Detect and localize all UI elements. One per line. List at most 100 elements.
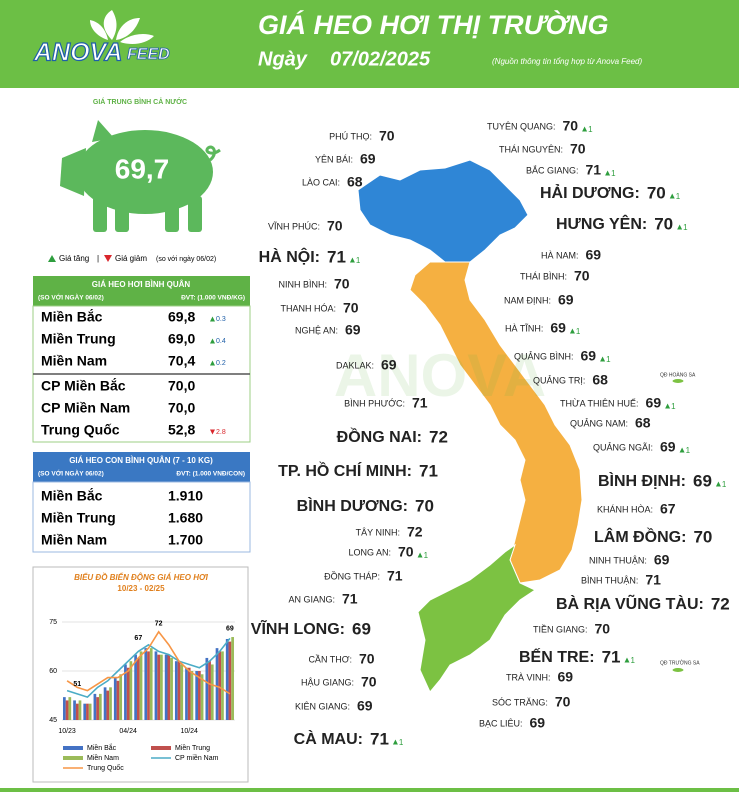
map: [357, 159, 685, 693]
chart-title: BIỂU ĐỒ BIẾN ĐỘNG GIÁ HEO HƠI: [74, 572, 209, 582]
bar: [78, 700, 82, 720]
line: [66, 630, 231, 695]
bar: [93, 693, 97, 720]
province-price: 70: [343, 300, 359, 316]
title: GIÁ HEO HƠI THỊ TRƯỜNG: [258, 9, 609, 40]
row-price: 69,8: [168, 309, 195, 325]
x-tick-label: 10/23: [58, 728, 76, 735]
bar: [195, 671, 199, 720]
province-name: THANH HÓA:: [280, 303, 336, 313]
province-price: 70: [361, 674, 377, 690]
legend-label: Miền Trung: [175, 743, 210, 752]
row-name: CP Miền Nam: [41, 400, 130, 416]
pig-icon: [60, 120, 221, 232]
province-price: 69: [345, 322, 361, 338]
province-price: 70: [563, 118, 579, 134]
province-name: VĨNH LONG:: [251, 618, 345, 638]
province-price: 70: [398, 544, 414, 560]
bar: [228, 641, 232, 720]
province-name: NAM ĐỊNH:: [504, 295, 551, 305]
bar: [106, 690, 110, 720]
logo-brand: ANOVA: [33, 39, 122, 67]
bar: [113, 677, 117, 720]
trend-up-icon: [605, 170, 611, 176]
province-price: 71: [412, 395, 428, 411]
province-name: QUẢNG NAM:: [570, 417, 628, 428]
province-price: 72: [407, 524, 423, 540]
island-label: QĐ HOÀNG SA: [660, 371, 696, 378]
bar: [164, 654, 168, 720]
province-name: KHÁNH HÒA:: [597, 504, 653, 514]
legend-swatch: [63, 756, 83, 760]
row-price: 70,0: [168, 378, 195, 394]
province-name: VĨNH PHÚC:: [268, 221, 320, 231]
source: (Nguồn thông tin tổng hợp từ Anova Feed): [492, 57, 642, 66]
province-name: THÁI BÌNH:: [520, 271, 567, 281]
bar: [157, 654, 161, 720]
bar: [160, 654, 163, 720]
piglet-table-subtitle: (SO VỚI NGÀY 06/02): [38, 469, 104, 478]
province-price: 68: [592, 372, 608, 388]
row-name: Miền Trung: [41, 331, 116, 347]
province-price: 70: [359, 651, 375, 667]
row-change: 0.4: [216, 338, 226, 345]
province-price: 69: [381, 357, 397, 373]
live-table-unit: ĐVT: (1.000 VNĐ/KG): [181, 295, 245, 302]
bar: [180, 664, 184, 720]
province-name: YÊN BÁI:: [315, 154, 353, 164]
bar: [187, 667, 191, 720]
province-price: 71: [327, 247, 346, 266]
trend-up-icon: [677, 224, 683, 230]
y-tick-label: 60: [49, 668, 57, 675]
trend-up-icon: [715, 481, 721, 487]
legend-label: CP miền Nam: [175, 753, 219, 762]
bar: [215, 648, 219, 720]
bar: [98, 693, 102, 720]
row-name: Miền Nam: [41, 532, 107, 548]
province-name: BẾN TRE:: [519, 647, 595, 666]
province-price: 71: [602, 647, 621, 666]
chart-subtitle: 10/23 - 02/25: [117, 584, 165, 593]
bar: [129, 661, 133, 720]
row-name: Miền Nam: [41, 353, 107, 369]
legend-label: Miền Nam: [87, 753, 119, 762]
province-name: QUẢNG NGÃI:: [593, 441, 653, 452]
province-price: 71: [645, 572, 661, 588]
province-price: 69: [693, 471, 712, 490]
bar: [124, 664, 127, 720]
province-name: THÁI NGUYÊN:: [499, 144, 563, 154]
province-name: ĐỒNG NAI:: [337, 427, 422, 446]
trend-up-icon: [210, 338, 215, 344]
province-name: LÀO CAI:: [302, 177, 340, 187]
province-name: TIỀN GIANG:: [533, 624, 588, 634]
row-change: 0.2: [216, 360, 226, 367]
map-north: [357, 159, 529, 263]
bar: [68, 697, 72, 720]
row-name: Trung Quốc: [41, 422, 120, 438]
bar: [119, 674, 123, 720]
province-price: 70: [647, 183, 666, 202]
bar: [170, 657, 173, 720]
province-name: LÂM ĐỒNG:: [594, 527, 686, 546]
date: 07/02/2025: [330, 48, 431, 70]
province-name: HÀ TĨNH:: [505, 323, 543, 333]
trend-up-icon: [665, 403, 671, 409]
y-tick-label: 75: [49, 619, 57, 626]
bar: [208, 661, 211, 720]
province-price: 70: [327, 218, 343, 234]
bar: [116, 680, 120, 720]
province-name: KIÊN GIANG:: [295, 701, 350, 711]
province-change: 1: [588, 125, 593, 134]
province-name: ĐỒNG THÁP:: [324, 570, 380, 581]
province-price: 72: [711, 594, 730, 613]
y-tick-label: 45: [49, 717, 57, 724]
live-table-header: [33, 276, 250, 306]
province-price: 69: [558, 669, 574, 685]
province-name: HÀ NỘI:: [259, 247, 320, 266]
province-price: 67: [660, 501, 676, 517]
trend-up-icon: [392, 739, 398, 745]
trend-up-icon: [569, 328, 575, 334]
province-name: CÀ MAU:: [294, 729, 363, 748]
province-change: 1: [576, 327, 581, 336]
